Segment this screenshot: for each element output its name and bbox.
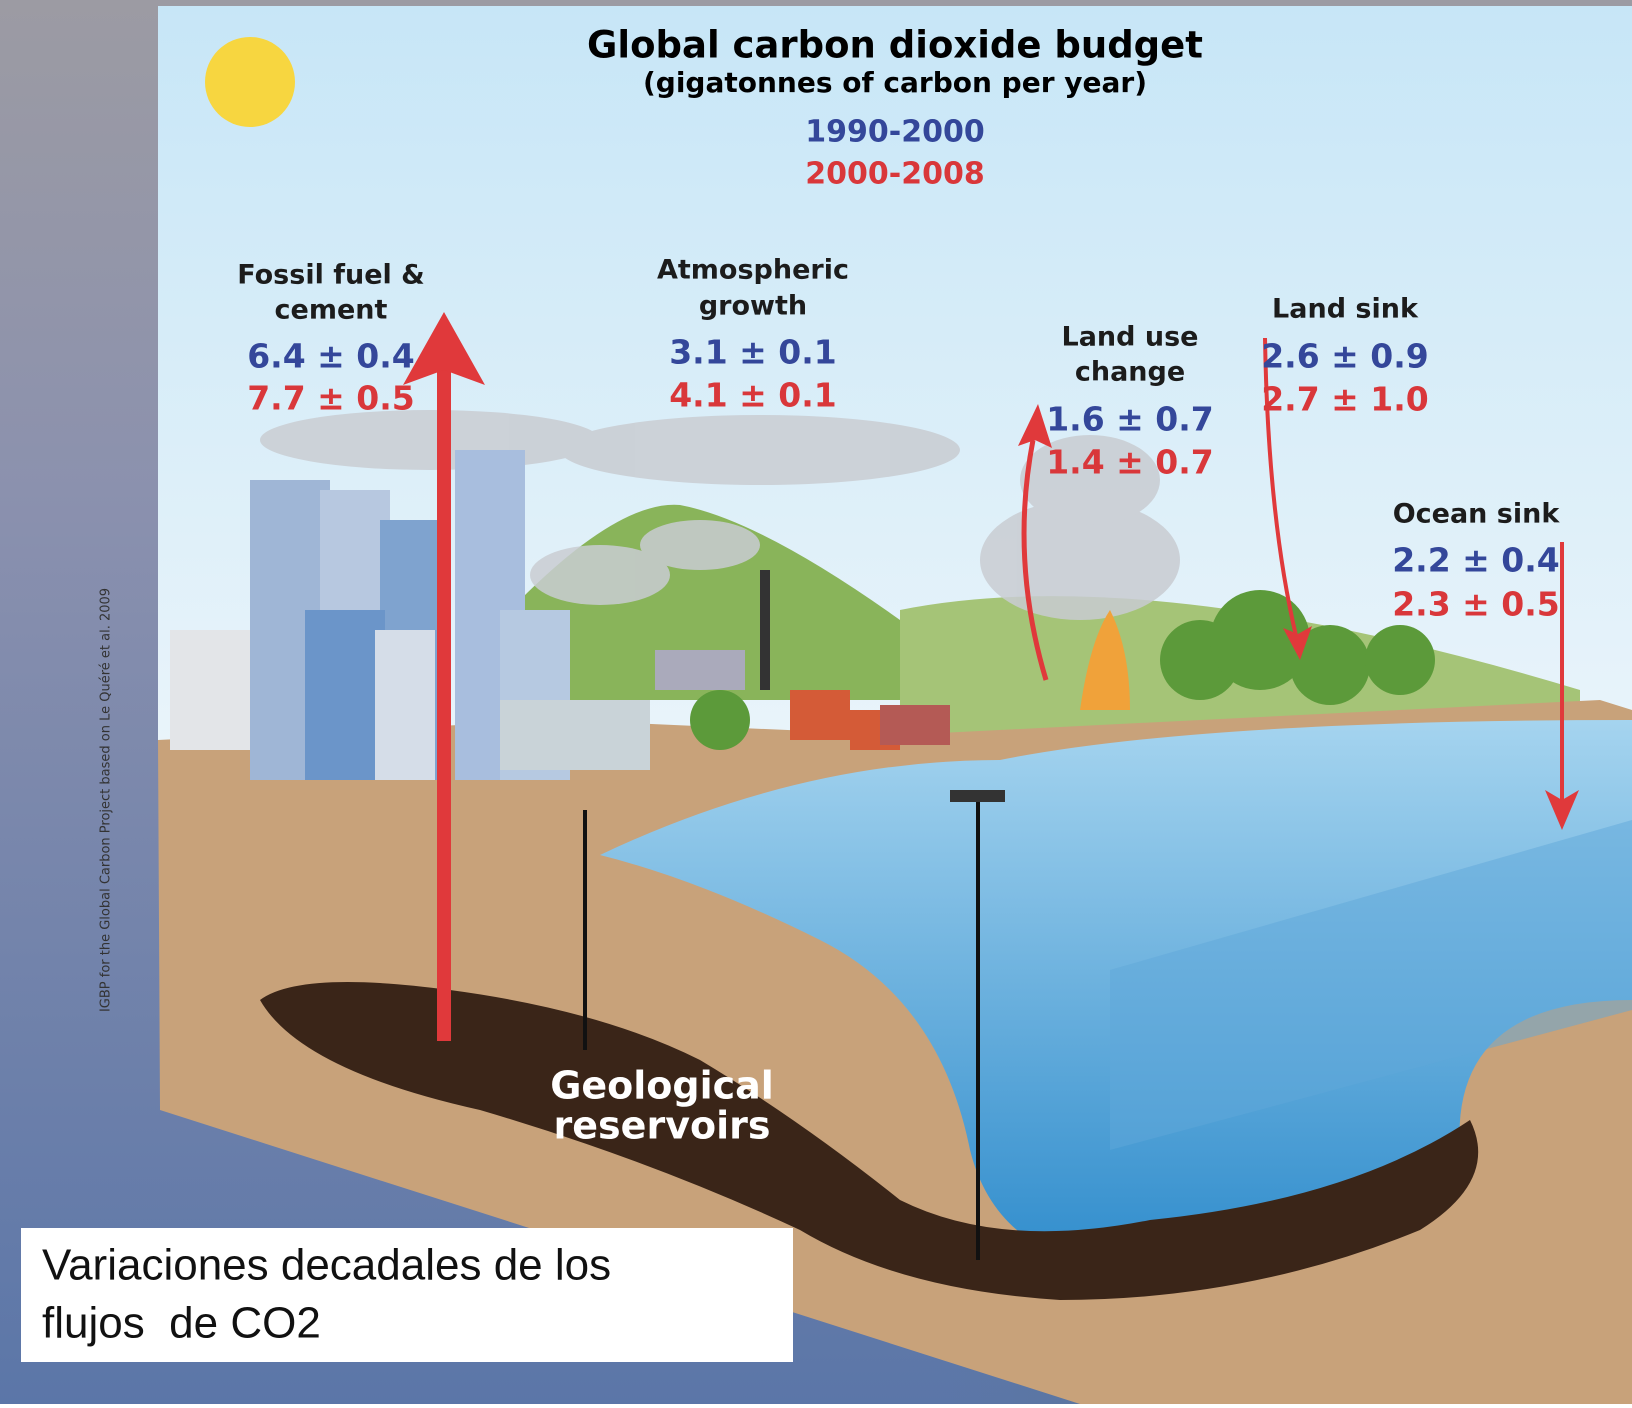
reservoir-label: Geological	[550, 1064, 774, 1108]
subtitle: (gigatonnes of carbon per year)	[643, 66, 1147, 99]
flux-label: Atmospheric	[657, 255, 849, 286]
flux-label: change	[1075, 357, 1185, 388]
caption: Variaciones decadales de los	[42, 1241, 611, 1290]
flux-label: growth	[699, 291, 807, 322]
flux-label: cement	[275, 295, 388, 326]
flux-value-2000: 7.7 ± 0.5	[247, 379, 415, 418]
flux-value-2000: 2.3 ± 0.5	[1392, 585, 1560, 624]
flux-value-1990: 1.6 ± 0.7	[1046, 400, 1214, 439]
caption: flujos de CO2	[42, 1299, 321, 1348]
period-2: 2000-2008	[805, 157, 984, 192]
reservoir-label: reservoirs	[554, 1104, 771, 1148]
period-1: 1990-2000	[805, 115, 984, 150]
flux-value-1990: 6.4 ± 0.4	[247, 337, 415, 376]
flux-label: Ocean sink	[1393, 499, 1561, 530]
credit: IGBP for the Global Carbon Project based…	[99, 588, 114, 1012]
title: Global carbon dioxide budget	[587, 24, 1203, 67]
diagram: Global carbon dioxide budget (gigatonnes…	[0, 0, 1632, 1404]
sun	[205, 37, 295, 127]
flux-label: Land use	[1062, 322, 1199, 353]
flux-value-2000: 4.1 ± 0.1	[669, 376, 837, 415]
oil-rig-deck	[950, 790, 1005, 802]
flux-label: Land sink	[1272, 294, 1419, 325]
flux-value-2000: 1.4 ± 0.7	[1046, 443, 1214, 482]
flux-label: Fossil fuel &	[237, 260, 424, 291]
flux-value-1990: 2.2 ± 0.4	[1392, 541, 1560, 580]
flux-value-1990: 2.6 ± 0.9	[1261, 337, 1429, 376]
flux-value-2000: 2.7 ± 1.0	[1261, 380, 1429, 419]
page: Global carbon dioxide budget (gigatonnes…	[0, 0, 1632, 1404]
flux-value-1990: 3.1 ± 0.1	[669, 333, 837, 372]
